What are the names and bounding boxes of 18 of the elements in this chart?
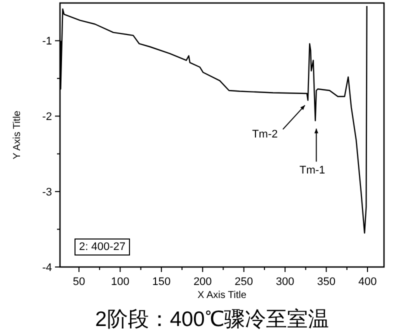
- y-tick-label: -3: [42, 186, 52, 199]
- x-axis-title: X Axis Title: [198, 290, 247, 301]
- annotation: Tm-1: [299, 164, 326, 177]
- x-tick-label: 50: [72, 276, 86, 288]
- text: 2阶段：400℃骤冷至室温: [95, 308, 329, 331]
- x-tick-label: 400: [358, 276, 377, 288]
- x-tick-label: 350: [317, 276, 336, 288]
- y-tick-label: -4: [42, 262, 52, 274]
- x-tick-label: 200: [193, 276, 212, 288]
- x-tick-label: 250: [234, 276, 254, 288]
- x-tick-label: 100: [111, 276, 130, 288]
- y-tick-label: -1: [42, 36, 52, 48]
- y-tick-label: -2: [42, 111, 52, 124]
- x-tick-label: 150: [152, 276, 171, 288]
- x-tick-label: 300: [276, 276, 294, 288]
- annotation: 2: 400-27: [79, 241, 126, 253]
- annotation: Tm-2: [252, 128, 278, 140]
- y-axis-title: Y Axis Title: [12, 110, 23, 160]
